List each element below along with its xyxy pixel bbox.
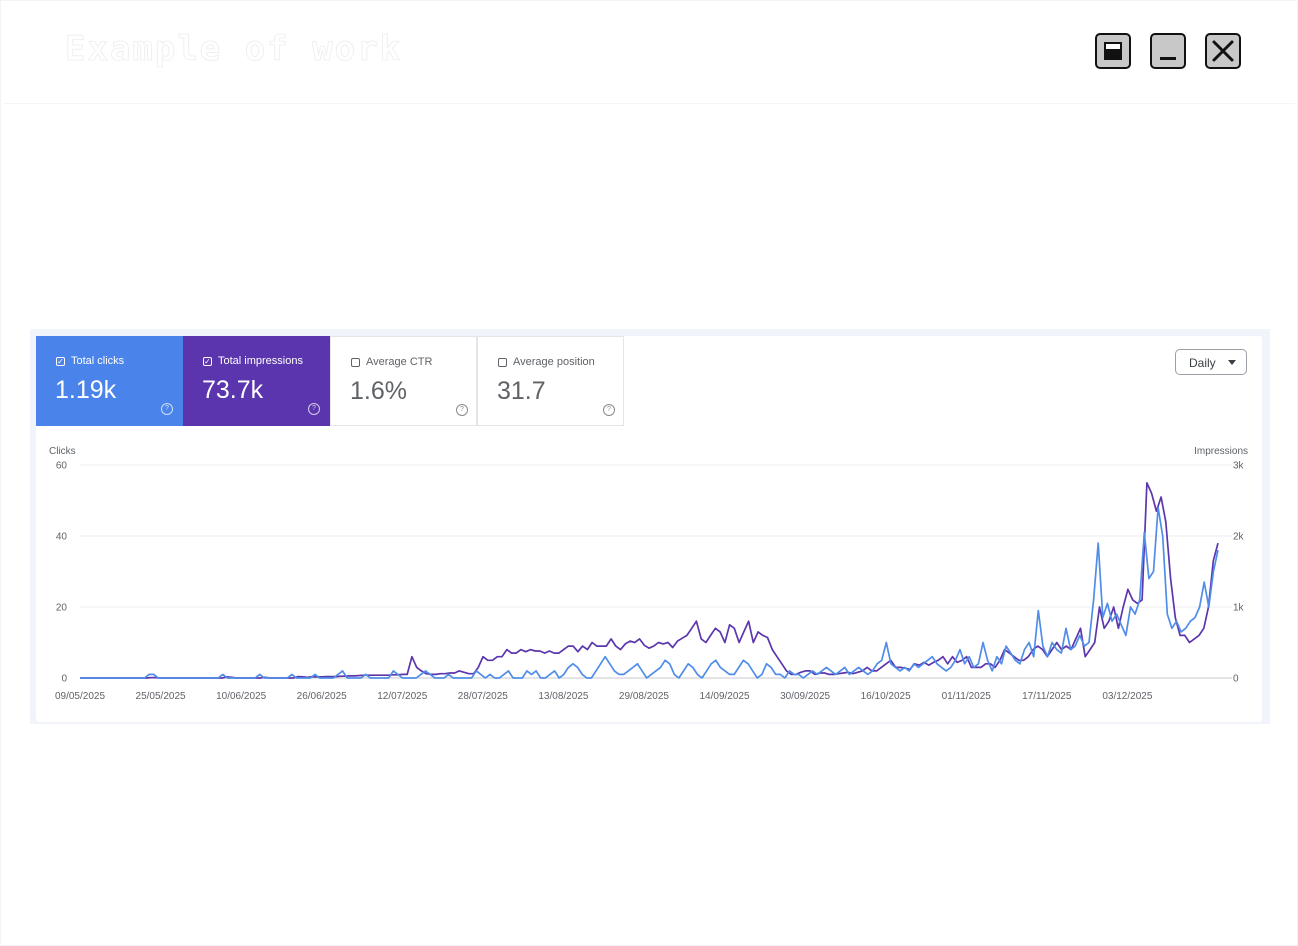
checkbox-icon[interactable]: ✓ — [56, 357, 65, 366]
y-tick-label-left: 20 — [56, 603, 68, 614]
help-icon[interactable]: ? — [456, 404, 468, 416]
x-tick-labels: 09/05/2025 25/05/2025 10/06/2025 26/06/2025… — [55, 691, 1153, 702]
metric-total-clicks[interactable]: ✓ Total clicks 1.19k ? — [36, 336, 183, 426]
metric-average-position[interactable]: Average position 31.7 ? — [477, 336, 624, 426]
metric-value: 1.6% — [350, 377, 407, 405]
checkbox-icon[interactable] — [351, 358, 360, 367]
y-tick-label-left: 40 — [56, 532, 68, 543]
chart-series — [80, 481, 1219, 679]
y-tick-label-right: 3k — [1233, 461, 1245, 472]
minimize-button[interactable] — [1150, 33, 1186, 69]
y-tick-labels: 0 0 20 1k 40 2k 60 3k — [56, 461, 1245, 685]
x-tick-label: 14/09/2025 — [699, 691, 749, 702]
help-icon[interactable]: ? — [308, 403, 320, 415]
x-tick-label: 25/05/2025 — [136, 691, 186, 702]
y-tick-label-right: 1k — [1233, 603, 1245, 614]
y-tick-label-right: 2k — [1233, 532, 1245, 543]
maximize-icon — [1104, 42, 1122, 60]
y-axis-label-right: Impressions — [1194, 446, 1248, 457]
close-icon — [1212, 40, 1234, 62]
metric-label: Average CTR — [366, 356, 433, 368]
chevron-down-icon — [1228, 360, 1236, 365]
window-title: Example of work — [64, 29, 403, 70]
performance-card: ✓ Total clicks 1.19k ? ✓ Total impressio… — [36, 336, 1262, 722]
metric-value: 31.7 — [497, 377, 546, 405]
help-icon[interactable]: ? — [161, 403, 173, 415]
metric-label: Total clicks — [71, 355, 125, 367]
x-tick-label: 26/06/2025 — [297, 691, 347, 702]
title-bar: Example of work — [3, 3, 1295, 104]
help-icon[interactable]: ? — [603, 404, 615, 416]
x-tick-label: 01/11/2025 — [942, 691, 992, 702]
metric-total-impressions[interactable]: ✓ Total impressions 73.7k ? — [183, 336, 330, 426]
metric-label: Total impressions — [218, 355, 303, 367]
checkbox-icon[interactable] — [498, 358, 507, 367]
metric-average-ctr[interactable]: Average CTR 1.6% ? — [330, 336, 477, 426]
y-tick-label-left: 0 — [61, 674, 67, 685]
metric-label: Average position — [513, 356, 595, 368]
x-tick-label: 13/08/2025 — [538, 691, 588, 702]
series-line-total-clicks — [80, 506, 1219, 679]
interval-label: Daily — [1189, 356, 1216, 370]
performance-chart: Clicks Impressions 0 0 20 1k 40 2k 60 3k 09/05/… — [49, 446, 1248, 702]
x-tick-label: 30/09/2025 — [780, 691, 830, 702]
metric-value: 1.19k — [55, 376, 117, 404]
x-tick-label: 16/10/2025 — [861, 691, 911, 702]
metric-value: 73.7k — [202, 376, 264, 404]
y-tick-label-left: 60 — [56, 461, 68, 472]
maximize-button[interactable] — [1095, 33, 1131, 69]
y-tick-label-right: 0 — [1233, 674, 1239, 685]
y-axis-label-left: Clicks — [49, 446, 76, 457]
minimize-icon — [1160, 57, 1176, 60]
series-line-total-impressions — [80, 481, 1219, 679]
checkbox-icon[interactable]: ✓ — [203, 357, 212, 366]
close-button[interactable] — [1205, 33, 1241, 69]
x-tick-label: 09/05/2025 — [55, 691, 105, 702]
x-tick-label: 03/12/2025 — [1102, 691, 1152, 702]
x-tick-label: 12/07/2025 — [377, 691, 427, 702]
x-tick-label: 17/11/2025 — [1022, 691, 1072, 702]
x-tick-label: 28/07/2025 — [458, 691, 508, 702]
search-console-screenshot: ✓ Total clicks 1.19k ? ✓ Total impressio… — [30, 329, 1270, 724]
interval-dropdown[interactable]: Daily — [1175, 349, 1247, 375]
x-tick-label: 10/06/2025 — [216, 691, 266, 702]
x-tick-label: 29/08/2025 — [619, 691, 669, 702]
